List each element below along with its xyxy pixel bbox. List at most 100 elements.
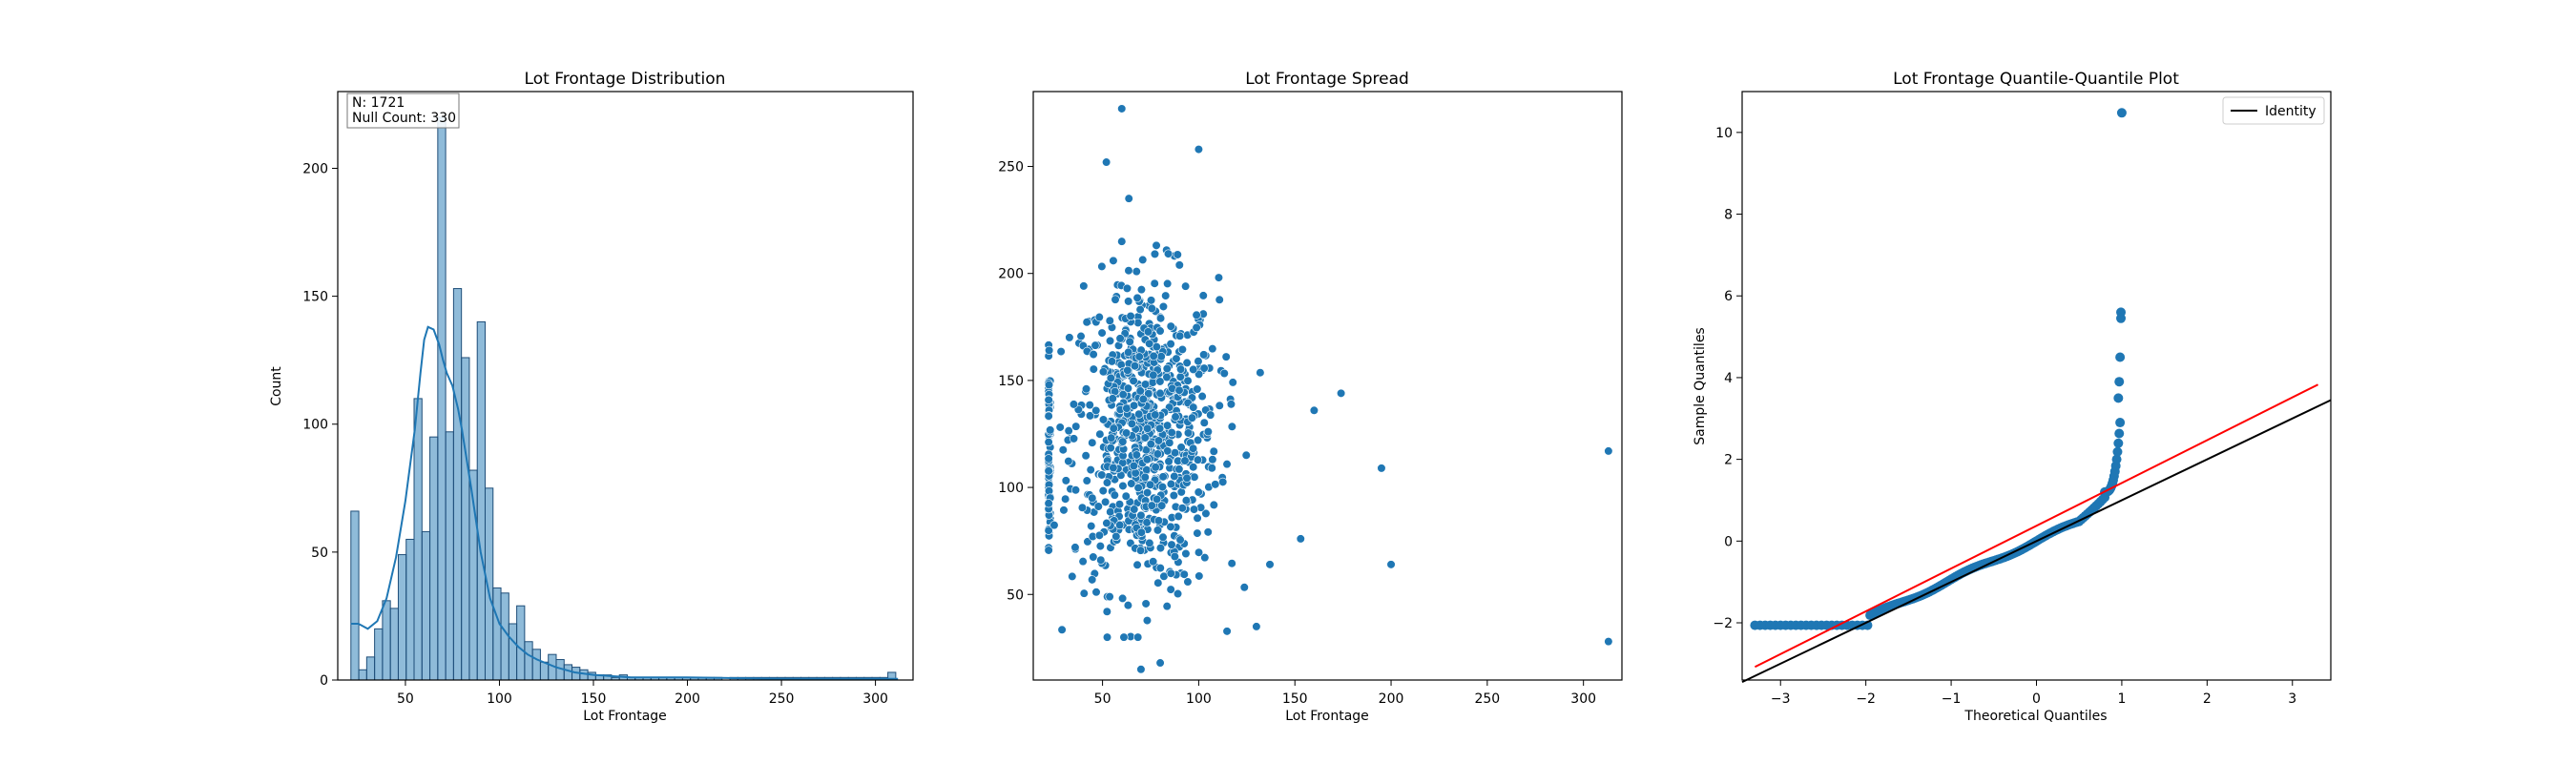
y-axis-ticks: 50 100 150 200 250	[998, 160, 1033, 603]
scatter-point	[1153, 436, 1164, 445]
scatter-point	[1044, 380, 1054, 390]
scatter-point	[1059, 505, 1069, 515]
scatter-point	[1097, 261, 1107, 271]
scatter-point	[1145, 538, 1154, 548]
y-tick-label: 2	[1724, 453, 1733, 468]
scatter-point	[1093, 502, 1103, 511]
scatter-point	[1140, 472, 1150, 482]
scatter-point	[1115, 520, 1125, 530]
scatter-point	[1166, 522, 1175, 531]
y-tick-label: 200	[998, 267, 1024, 282]
scatter-point	[1142, 455, 1152, 464]
scatter-point	[1105, 336, 1115, 345]
scatter-point	[1071, 422, 1081, 431]
scatter-point	[1152, 342, 1161, 352]
x-tick-label: 2	[2203, 691, 2212, 707]
scatter-point	[1091, 588, 1101, 597]
y-tick-label: 100	[998, 481, 1024, 496]
histogram-bar	[389, 608, 399, 681]
scatter-point	[1044, 466, 1053, 476]
scatter-point	[1085, 401, 1094, 410]
scatter-point	[1082, 318, 1091, 327]
scatter-point	[1132, 450, 1141, 460]
scatter-point	[1175, 331, 1185, 340]
scatter-point	[1151, 463, 1160, 472]
scatter-point	[1155, 543, 1166, 553]
scatter-point	[1109, 463, 1118, 473]
scatter-point	[1206, 410, 1215, 420]
scatter-point	[1095, 541, 1105, 551]
scatter-point	[1155, 658, 1165, 668]
scatter-point	[1091, 405, 1101, 416]
scatter-point	[1151, 410, 1160, 420]
scatter-point	[1044, 526, 1053, 535]
scatter-point	[1110, 490, 1119, 500]
scatter-point	[1155, 423, 1165, 433]
scatter-point	[1126, 311, 1135, 321]
scatter-point	[1124, 347, 1133, 358]
scatter-point	[1152, 494, 1162, 505]
scatter-panel: 50 100 150 200 250 300 50 100 150 200 250 Lot Fro…	[998, 70, 1623, 724]
scatter-point	[1188, 443, 1198, 453]
qq-point	[2115, 352, 2126, 362]
scatter-point	[1167, 428, 1176, 438]
scatter-point	[1148, 378, 1157, 387]
histogram-bar	[516, 605, 526, 681]
scatter-point	[1122, 283, 1132, 293]
scatter-point	[1222, 627, 1232, 636]
legend-identity-label: Identity	[2265, 104, 2316, 119]
scatter-point	[1106, 373, 1115, 383]
x-tick-label: 150	[581, 691, 607, 707]
histogram-bar	[374, 628, 384, 681]
chart-title: Lot Frontage Spread	[1245, 70, 1409, 89]
annotation-box	[346, 93, 460, 129]
scatter-point	[1045, 345, 1054, 355]
scatter-point	[1163, 249, 1174, 258]
scatter-point	[1102, 607, 1111, 616]
scatter-point	[1193, 455, 1203, 464]
histogram-bar	[508, 623, 518, 681]
y-tick-label: 150	[998, 374, 1024, 389]
scatter-point	[1155, 326, 1165, 336]
scatter-point	[1153, 516, 1164, 526]
scatter-point	[1170, 471, 1179, 482]
scatter-point	[1211, 480, 1220, 489]
scatter-point	[1203, 527, 1213, 537]
scatter-point	[1177, 504, 1187, 513]
scatter-point	[1077, 503, 1088, 512]
scatter-point	[1146, 296, 1156, 305]
scatter-point	[1182, 358, 1192, 367]
scatter-point	[1173, 250, 1182, 259]
annotation-null-count: Null Count: 330	[352, 111, 456, 126]
scatter-point	[1044, 454, 1053, 464]
y-tick-label: 50	[1007, 588, 1024, 603]
scatter-point	[1069, 400, 1079, 409]
qq-point	[2113, 393, 2124, 403]
scatter-point	[1094, 312, 1104, 322]
scatter-point	[1199, 350, 1209, 360]
x-tick-label: 300	[862, 691, 888, 707]
scatter-point	[1135, 386, 1145, 396]
scatter-point	[1179, 569, 1189, 579]
scatter-point	[1141, 599, 1151, 608]
scatter-point	[1203, 427, 1213, 437]
legend-box	[2222, 96, 2325, 125]
scatter-point	[1101, 497, 1111, 506]
scatter-point	[1089, 552, 1098, 562]
scatter-point	[1130, 361, 1140, 371]
scatter-point	[1193, 384, 1202, 394]
scatter-point	[1189, 364, 1198, 375]
x-axis-label: Theoretical Quantiles	[1963, 709, 2107, 724]
scatter-point	[1089, 349, 1098, 360]
chart-title: Lot Frontage Distribution	[525, 70, 726, 89]
scatter-point	[1200, 553, 1210, 563]
qq-point	[2113, 438, 2124, 448]
histogram-bars	[350, 116, 897, 681]
scatter-point	[1064, 456, 1073, 466]
scatter-point	[1181, 281, 1191, 291]
scatter-point	[1136, 665, 1146, 674]
scatter-point	[1105, 316, 1114, 325]
scatter-point	[1296, 534, 1305, 544]
scatter-point	[1144, 389, 1153, 399]
scatter-point	[1127, 479, 1136, 488]
